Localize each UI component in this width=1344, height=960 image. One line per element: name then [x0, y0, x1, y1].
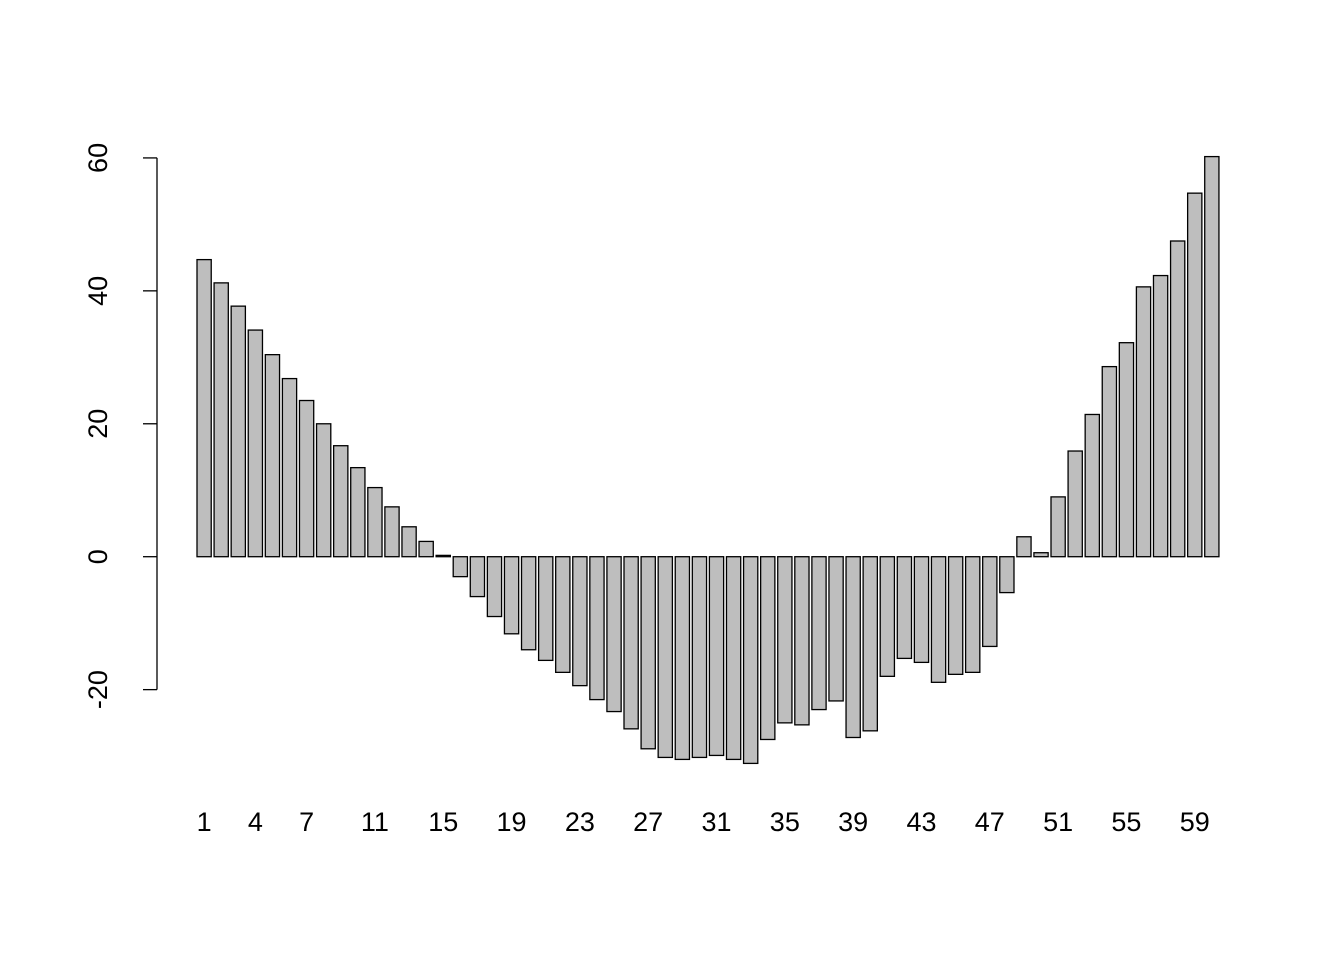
bar: [845, 556, 861, 739]
bar: [520, 556, 537, 651]
bar: [930, 556, 947, 683]
y-tick-label: 40: [83, 276, 113, 306]
bar: [589, 556, 605, 701]
bar: [230, 305, 247, 558]
x-tick-label: 11: [361, 807, 389, 837]
bar: [708, 556, 725, 757]
bar: [674, 556, 691, 761]
bar: [759, 556, 776, 741]
bar: [332, 445, 349, 558]
bar: [1135, 286, 1152, 558]
bar: [1204, 155, 1220, 558]
bar: [1016, 536, 1032, 558]
bar: [828, 556, 844, 702]
bar: [742, 556, 759, 765]
bar: [879, 556, 896, 677]
bar: [982, 556, 998, 648]
bar: [862, 556, 878, 732]
bar: [196, 258, 212, 558]
x-tick-label: 31: [701, 807, 731, 837]
bar: [657, 556, 674, 759]
bar: [435, 554, 451, 558]
bar: [947, 556, 964, 675]
bar: [1101, 365, 1118, 558]
bar: [1050, 496, 1066, 558]
bar: [1186, 192, 1203, 558]
x-tick-label: 27: [633, 807, 663, 837]
bar: [896, 556, 913, 660]
bar: [794, 556, 810, 726]
bar: [418, 540, 434, 558]
bar: [486, 556, 503, 618]
x-tick-label: 23: [565, 807, 595, 837]
bar: [811, 556, 827, 711]
bar: [999, 556, 1015, 594]
bar: [555, 556, 571, 674]
bar: [1152, 274, 1169, 558]
bar: [503, 556, 520, 635]
bar: [725, 556, 742, 761]
bar: [691, 556, 708, 759]
bar: [606, 556, 622, 713]
bar: [964, 556, 981, 674]
bar: [913, 556, 930, 664]
bar: [350, 466, 366, 558]
x-tick-label: 7: [299, 807, 314, 837]
bar: [623, 556, 639, 730]
bar: [572, 556, 588, 687]
bar: [1118, 342, 1135, 558]
bar: [537, 556, 554, 662]
bar: [401, 526, 417, 558]
bar: [264, 354, 281, 558]
x-tick-label: 43: [906, 807, 936, 837]
bar: [1169, 240, 1186, 558]
x-tick-label: 47: [975, 807, 1005, 837]
x-tick-label: 15: [428, 807, 458, 837]
bar: [469, 556, 486, 598]
y-tick-label: 0: [83, 549, 113, 564]
bar: [247, 329, 264, 558]
bar: [1084, 413, 1101, 558]
bar: [315, 423, 332, 558]
bar: [640, 556, 656, 750]
y-tick-label: 60: [83, 143, 113, 173]
x-tick-label: 4: [248, 807, 263, 837]
x-tick-label: 59: [1180, 807, 1210, 837]
bar: [298, 399, 315, 558]
x-tick-label: 39: [838, 807, 868, 837]
bar: [777, 556, 793, 724]
bar: [384, 506, 400, 558]
x-tick-label: 55: [1111, 807, 1141, 837]
x-tick-label: 51: [1043, 807, 1073, 837]
y-tick-label: 20: [83, 409, 113, 439]
bar: [452, 556, 469, 578]
bar: [1033, 552, 1049, 558]
x-tick-label: 19: [497, 807, 527, 837]
bar: [367, 486, 383, 558]
y-tick-label: -20: [83, 670, 113, 709]
x-tick-label: 1: [197, 807, 212, 837]
bar: [1067, 450, 1083, 558]
x-tick-label: 35: [770, 807, 800, 837]
bar: [213, 282, 229, 558]
bar: [281, 377, 298, 558]
